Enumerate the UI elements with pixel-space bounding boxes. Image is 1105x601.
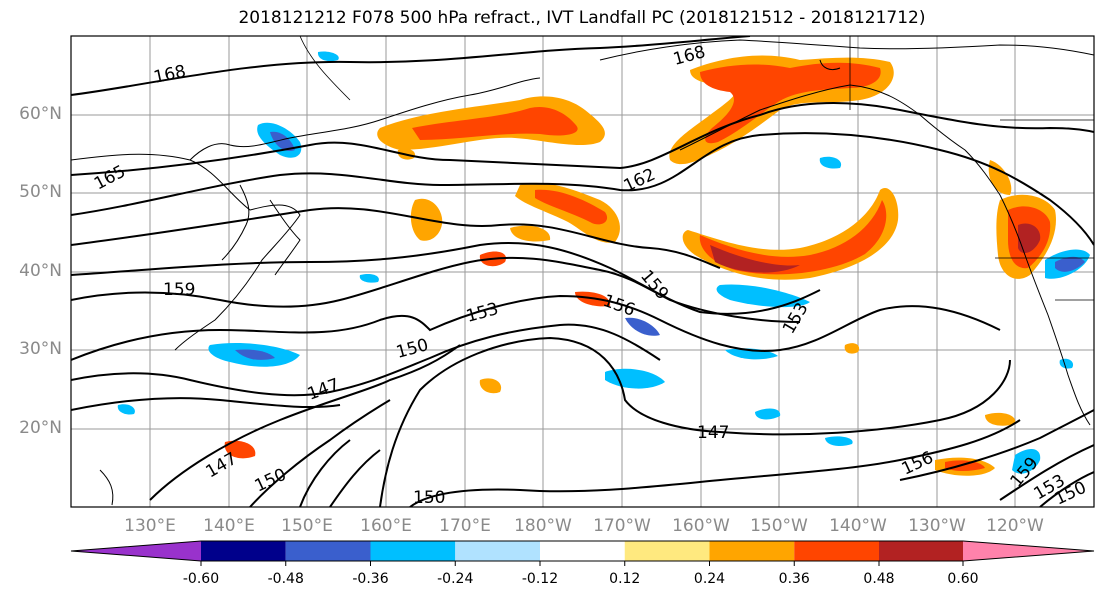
colorbar-segment <box>370 541 456 561</box>
colorbar-segment <box>879 541 963 561</box>
colorbar-tick-label: 0.60 <box>947 571 979 587</box>
lon-label: 140°E <box>203 516 255 536</box>
colorbar-tick-label: -0.60 <box>182 571 220 587</box>
colorbar-segment <box>794 541 879 561</box>
colorbar-extend-low <box>71 541 201 561</box>
colorbar-tick-label: 0.36 <box>778 571 810 587</box>
colorbar-segment <box>455 541 540 561</box>
lon-label: 130°W <box>908 516 966 536</box>
lon-label: 130°E <box>124 516 176 536</box>
lon-label: 120°W <box>986 516 1044 536</box>
colorbar-segment <box>540 541 625 561</box>
lat-label: 30°N <box>19 339 62 359</box>
contour-label: 147 <box>697 423 729 443</box>
lon-label: 140°W <box>829 516 887 536</box>
lon-label: 150°W <box>750 516 808 536</box>
colorbar-tick-label: -0.48 <box>267 571 304 587</box>
lat-label: 50°N <box>19 182 62 202</box>
contour-label: 150 <box>413 488 445 508</box>
lon-label: 160°W <box>672 516 730 536</box>
colorbar-tick-label: 0.48 <box>863 571 895 587</box>
lat-label: 40°N <box>19 261 62 281</box>
lon-label: 170°E <box>439 516 491 536</box>
colorbar-tick-label: -0.12 <box>521 571 559 587</box>
colorbar-segment <box>624 541 710 561</box>
colorbar-tick-label: -0.24 <box>437 571 474 587</box>
colorbar-tick-label: 0.24 <box>693 571 726 587</box>
positive-anomaly-fills <box>224 55 1056 476</box>
colorbar-segment <box>201 541 286 561</box>
colorbar <box>70 540 1095 566</box>
lon-label: 180°W <box>514 516 572 536</box>
colorbar-segment <box>709 541 795 561</box>
lon-label: 150°E <box>281 516 333 536</box>
colorbar-tick-label: -0.36 <box>352 571 389 587</box>
lon-label: 170°W <box>593 516 651 536</box>
colorbar-extend-high <box>963 541 1094 561</box>
map-border <box>70 35 1095 508</box>
lon-label: 160°E <box>360 516 412 536</box>
contour-label: 159 <box>163 280 195 300</box>
coastlines <box>71 39 1094 506</box>
colorbar-segment <box>285 541 371 561</box>
colorbar-tick-label: 0.12 <box>609 571 641 587</box>
map-title: 2018121212 F078 500 hPa refract., IVT La… <box>238 8 926 28</box>
borders <box>299 36 1094 301</box>
negative-anomaly-fills <box>117 51 1090 474</box>
lat-label: 20°N <box>19 418 62 438</box>
lat-label: 60°N <box>19 104 62 124</box>
refractivity-contours <box>71 36 1094 507</box>
